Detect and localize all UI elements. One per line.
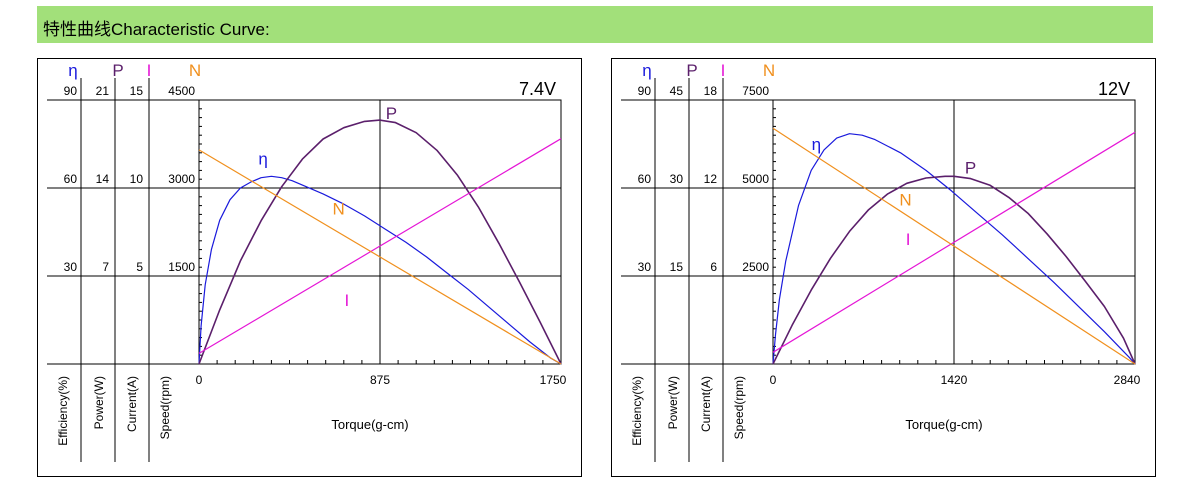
y-tick-label: 30 [64, 260, 78, 274]
y-tick-label: 45 [670, 84, 684, 98]
y-tick-label: 15 [130, 84, 144, 98]
y-tick-label: 2500 [742, 260, 769, 274]
chart-12v: η P I N 90 60 30 45 30 15 18 12 6 7500 5000 2500 Efficie… [611, 58, 1156, 477]
axis-symbol-i: I [721, 61, 726, 80]
axis-label: Power(W) [92, 376, 106, 429]
y-tick-label: 90 [638, 84, 652, 98]
x-tick-label: 2840 [1114, 373, 1141, 387]
axis-label: Efficiency(%) [630, 376, 644, 446]
y-tick-label: 4500 [168, 84, 195, 98]
y-tick-label: 7500 [742, 84, 769, 98]
series-current-line [198, 138, 562, 354]
curve-label-current: I [345, 291, 350, 310]
y-tick-label: 60 [638, 172, 652, 186]
series-eta-line [772, 133, 1136, 365]
axis-symbol-eta: η [642, 61, 651, 80]
y-tick-label: 30 [638, 260, 652, 274]
x-tick-label: 0 [196, 373, 203, 387]
chart-frame [611, 58, 1156, 477]
curve-label-speed: N [899, 191, 911, 210]
section-title: 特性曲线Characteristic Curve: [43, 20, 270, 39]
axis-symbol-p: P [112, 61, 123, 80]
y-tick-label: 60 [64, 172, 78, 186]
y-tick-label: 3000 [168, 172, 195, 186]
x-tick-label: 875 [370, 373, 390, 387]
axis-label: Speed(rpm) [732, 376, 746, 439]
y-tick-label: 30 [670, 172, 684, 186]
y-tick-label: 10 [130, 172, 144, 186]
y-tick-label: 14 [96, 172, 110, 186]
y-tick-label: 5 [136, 260, 143, 274]
curve-label-power: P [965, 158, 976, 177]
curve-label-speed: N [332, 199, 344, 218]
axis-symbol-p: P [686, 61, 697, 80]
x-axis-label: Torque(g-cm) [905, 417, 982, 432]
chart-frame [37, 58, 582, 477]
series-current-line [772, 131, 1136, 353]
x-axis-label: Torque(g-cm) [331, 417, 408, 432]
x-tick-label: 1420 [941, 373, 968, 387]
curve-label-eta: η [812, 135, 821, 154]
axis-label: Speed(rpm) [158, 376, 172, 439]
y-tick-label: 21 [96, 84, 110, 98]
axis-label: Efficiency(%) [56, 376, 70, 446]
curve-label-power: P [386, 104, 397, 123]
axis-symbol-eta: η [68, 61, 77, 80]
axis-symbol-n: N [189, 61, 201, 80]
y-tick-label: 15 [670, 260, 684, 274]
curve-label-eta: η [258, 150, 267, 169]
axis-label: Current(A) [125, 376, 139, 432]
voltage-label: 7.4V [519, 79, 556, 99]
axis-label: Current(A) [699, 376, 713, 432]
series-speed-line [198, 149, 562, 365]
curve-label-current: I [906, 230, 911, 249]
y-tick-label: 6 [710, 260, 717, 274]
x-tick-label: 0 [770, 373, 777, 387]
x-tick-label: 1750 [540, 373, 567, 387]
y-tick-label: 7 [102, 260, 109, 274]
series-eta-line [198, 175, 562, 365]
y-tick-label: 90 [64, 84, 78, 98]
chart-7v4: η P I N 90 60 30 21 14 7 15 10 5 4500 3000 1500 Efficien… [37, 58, 582, 477]
series-speed-line [772, 127, 1136, 365]
axis-symbol-i: I [147, 61, 152, 80]
voltage-label: 12V [1098, 79, 1130, 99]
y-tick-label: 5000 [742, 172, 769, 186]
y-tick-label: 18 [704, 84, 718, 98]
y-tick-label: 12 [704, 172, 718, 186]
axis-symbol-n: N [763, 61, 775, 80]
y-tick-label: 1500 [168, 260, 195, 274]
axis-label: Power(W) [666, 376, 680, 429]
series-power-line [772, 175, 1136, 365]
series-power-line [198, 119, 562, 365]
section-header: 特性曲线Characteristic Curve: [37, 6, 1153, 43]
